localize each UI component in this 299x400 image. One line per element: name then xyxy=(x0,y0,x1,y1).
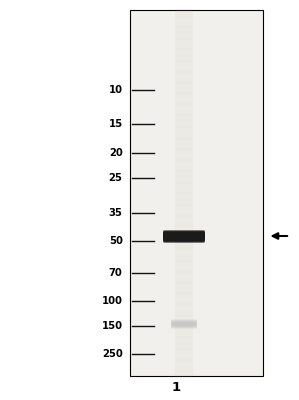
Text: 10: 10 xyxy=(109,85,123,95)
Text: 250: 250 xyxy=(102,349,123,359)
Text: 70: 70 xyxy=(109,268,123,278)
Text: 150: 150 xyxy=(102,321,123,331)
Text: 1: 1 xyxy=(172,381,181,394)
Bar xyxy=(130,10,263,376)
Text: 100: 100 xyxy=(102,296,123,306)
Text: 25: 25 xyxy=(109,173,123,183)
Text: 15: 15 xyxy=(109,119,123,129)
Text: 50: 50 xyxy=(109,236,123,246)
Text: 20: 20 xyxy=(109,148,123,158)
Text: 35: 35 xyxy=(109,208,123,218)
